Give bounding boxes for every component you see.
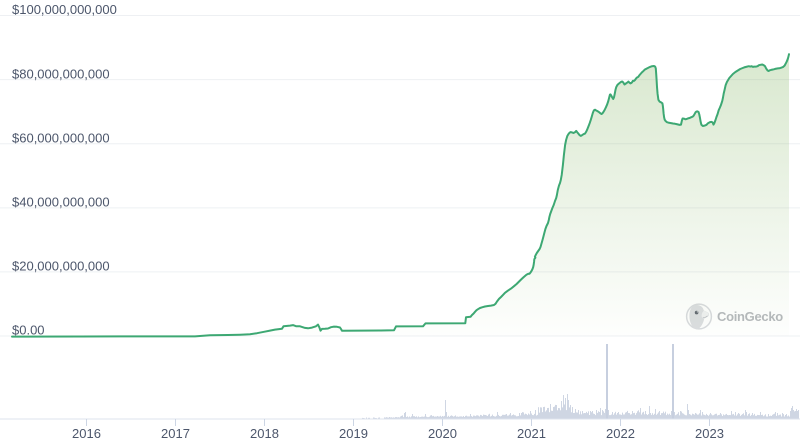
svg-text:2021: 2021 [517,426,546,441]
svg-text:$20,000,000,000: $20,000,000,000 [12,259,110,274]
svg-text:$60,000,000,000: $60,000,000,000 [12,131,110,146]
svg-text:2020: 2020 [428,426,457,441]
svg-text:$0.00: $0.00 [12,323,45,338]
svg-text:$100,000,000,000: $100,000,000,000 [12,2,117,17]
svg-text:2016: 2016 [72,426,101,441]
svg-text:2022: 2022 [606,426,635,441]
svg-text:$40,000,000,000: $40,000,000,000 [12,195,110,210]
svg-text:2017: 2017 [161,426,190,441]
svg-text:2019: 2019 [339,426,368,441]
svg-text:$80,000,000,000: $80,000,000,000 [12,66,110,81]
svg-text:2018: 2018 [250,426,279,441]
svg-text:2023: 2023 [695,426,724,441]
